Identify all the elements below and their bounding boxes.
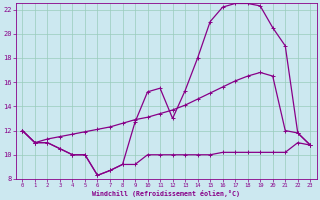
X-axis label: Windchill (Refroidissement éolien,°C): Windchill (Refroidissement éolien,°C)	[92, 190, 240, 197]
